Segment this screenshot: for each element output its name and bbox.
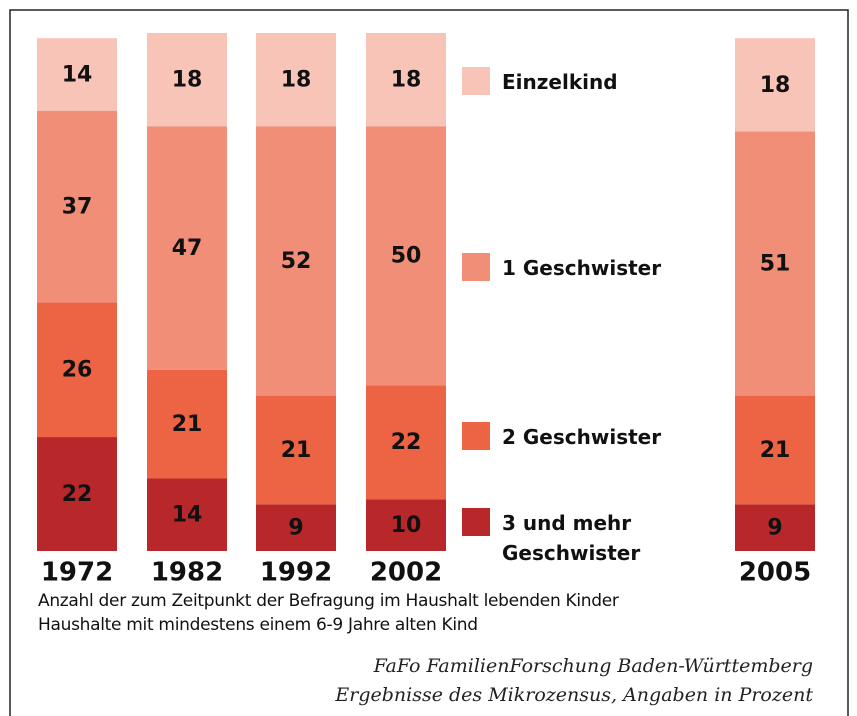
data-label: 14 — [62, 62, 93, 87]
legend-label: 2 Geschwister — [502, 425, 662, 449]
data-label: 26 — [62, 358, 93, 383]
x-tick-label: 2002 — [370, 558, 442, 588]
data-label: 22 — [62, 482, 93, 507]
data-label: 21 — [281, 438, 312, 463]
bar-segment — [147, 33, 227, 127]
bar-segment — [366, 385, 446, 500]
data-label: 50 — [391, 244, 422, 269]
legend-item: Einzelkind — [462, 67, 672, 97]
legend-item: 2 Geschwister — [462, 422, 672, 452]
data-label: 18 — [281, 68, 312, 93]
x-tick-label: 1972 — [41, 558, 113, 588]
data-label: 18 — [391, 68, 422, 93]
legend-swatch — [462, 422, 490, 450]
bar-segment — [37, 38, 117, 111]
data-label: 9 — [288, 516, 303, 541]
data-label: 18 — [172, 68, 203, 93]
bar-segment — [37, 110, 117, 303]
data-label: 9 — [767, 516, 782, 541]
bar-segment — [147, 478, 227, 551]
bar-segment — [366, 499, 446, 551]
legend-label: Einzelkind — [502, 70, 618, 94]
bar-segment — [37, 302, 117, 438]
bar-segment — [735, 131, 815, 396]
bar-segment — [256, 395, 336, 505]
legend-swatch — [462, 67, 490, 95]
data-label: 21 — [760, 438, 791, 463]
source: Ergebnisse des Mikrozensus, Angaben in P… — [335, 684, 813, 706]
data-label: 51 — [760, 252, 791, 277]
bar-segment — [37, 437, 117, 551]
legend-item: 3 und mehr Geschwister — [462, 508, 672, 568]
x-tick-label: 1982 — [151, 558, 223, 588]
bar-segment — [366, 33, 446, 127]
x-tick-label: 2005 — [739, 558, 811, 588]
bar-segment — [256, 33, 336, 127]
data-label: 37 — [62, 195, 93, 220]
data-label: 10 — [391, 513, 422, 538]
bar-segment — [366, 126, 446, 386]
data-label: 18 — [760, 73, 791, 98]
bar-segment — [735, 38, 815, 132]
source: FaFo FamilienForschung Baden-Württemberg — [373, 655, 813, 677]
bar-segment — [735, 504, 815, 551]
bar-segment — [147, 126, 227, 370]
bar-segment — [256, 504, 336, 551]
data-label: 14 — [172, 503, 203, 528]
data-label: 47 — [172, 236, 203, 261]
bar-segment — [735, 395, 815, 505]
legend-swatch — [462, 508, 490, 536]
data-label: 21 — [172, 412, 203, 437]
legend-label: 1 Geschwister — [502, 256, 662, 280]
legend-swatch — [462, 253, 490, 281]
bar-segment — [256, 126, 336, 396]
legend-label: 3 und mehr Geschwister — [502, 511, 641, 565]
bar-segment — [147, 369, 227, 479]
data-label: 52 — [281, 249, 312, 274]
x-tick-label: 1992 — [260, 558, 332, 588]
data-label: 22 — [391, 430, 422, 455]
frame — [9, 9, 849, 716]
note: Anzahl der zum Zeitpunkt der Befragung i… — [38, 591, 619, 611]
legend-item: 1 Geschwister — [462, 253, 672, 283]
note: Haushalte mit mindestens einem 6-9 Jahre… — [38, 615, 478, 635]
